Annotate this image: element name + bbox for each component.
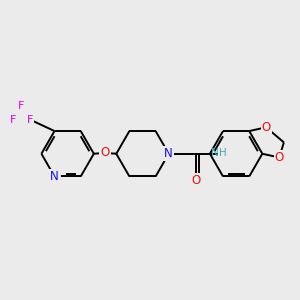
Text: N: N — [164, 147, 173, 160]
Text: H: H — [219, 148, 226, 158]
Text: N: N — [50, 170, 59, 183]
Text: F: F — [27, 115, 33, 125]
Text: O: O — [191, 174, 200, 187]
Text: O: O — [100, 146, 110, 160]
Text: O: O — [274, 151, 284, 164]
Text: O: O — [262, 121, 271, 134]
Text: N: N — [211, 148, 219, 158]
Text: F: F — [18, 101, 24, 111]
Text: F: F — [10, 115, 16, 125]
